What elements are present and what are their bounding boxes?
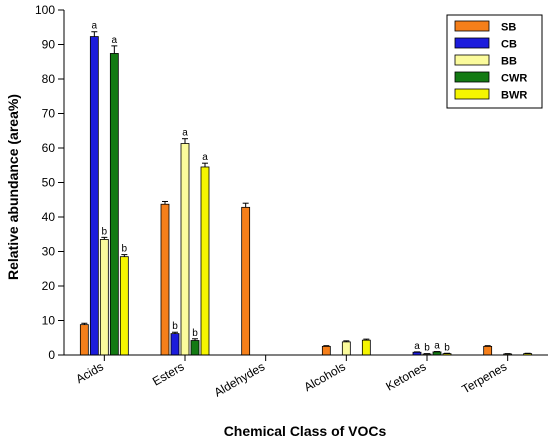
legend: SB CB BB CWR BWR [446, 14, 543, 109]
legend-label-sb: SB [501, 22, 516, 34]
y-tick-label: 70 [42, 107, 56, 121]
x-tick-label: Aldehydes [212, 359, 268, 399]
bar-cb-acids [89, 36, 99, 356]
legend-swatch-bwr [454, 88, 490, 100]
significance-label: a [182, 128, 188, 139]
significance-label: a [112, 35, 118, 46]
y-tick-label: 80 [42, 72, 56, 86]
bar-bwr-acids [119, 256, 129, 356]
significance-label: b [444, 342, 450, 353]
significance-label: a [202, 152, 208, 163]
y-tick-label: 0 [48, 348, 55, 362]
significance-label: b [424, 343, 430, 354]
x-tick-label: Terpenes [459, 359, 509, 396]
y-axis: 0 10 20 30 40 50 60 70 80 90 100 [35, 3, 65, 362]
y-tick-label: 10 [42, 314, 56, 328]
legend-label-bb: BB [501, 56, 517, 68]
y-tick-label: 50 [42, 176, 56, 190]
bar-bwr-esters [200, 166, 210, 356]
significance-label: b [102, 226, 108, 237]
significance-label: a [434, 341, 440, 352]
significance-label: a [92, 21, 98, 32]
significance-label: b [192, 328, 198, 339]
y-tick-label: 60 [42, 141, 56, 155]
y-tick-label: 40 [42, 210, 56, 224]
x-tick-label: Esters [150, 359, 186, 388]
bar-sb-acids [79, 324, 89, 356]
x-axis: Acids Esters Aldehydes Alcohols Ketones Terpe… [64, 354, 548, 400]
x-tick-label: Acids [73, 359, 105, 386]
bar-sb-alcohols [321, 345, 331, 356]
y-axis-title: Relative abundance (area%) [5, 94, 21, 280]
y-tick-label: 30 [42, 245, 56, 259]
x-axis-title: Chemical Class of VOCs [224, 423, 387, 439]
bar-cb-esters [170, 333, 180, 356]
significance-label: a [414, 341, 420, 352]
bar-bb-acids [99, 239, 109, 356]
x-tick-label: Ketones [383, 359, 428, 393]
legend-swatch-cb [454, 37, 490, 49]
legend-swatch-bb [454, 54, 490, 66]
legend-swatch-sb [454, 20, 490, 32]
y-tick-label: 90 [42, 38, 56, 52]
legend-label-cb: CB [501, 39, 517, 51]
legend-label-cwr: CWR [501, 73, 527, 85]
bar-sb-terpenes [483, 345, 493, 356]
y-tick-label: 20 [42, 279, 56, 293]
legend-label-bwr: BWR [501, 90, 527, 102]
bar-cwr-esters [190, 340, 200, 356]
bar-sb-aldehydes [241, 206, 251, 356]
significance-label: b [172, 321, 178, 332]
legend-swatch-cwr [454, 71, 490, 83]
bar-bb-alcohols [341, 341, 351, 356]
bar-bwr-alcohols [361, 339, 371, 356]
y-tick-label: 100 [35, 3, 55, 17]
x-tick-label: Alcohols [302, 359, 348, 394]
bar-bb-esters [180, 143, 190, 356]
bar-sb-esters [160, 203, 170, 356]
bar-cwr-acids [109, 53, 119, 356]
significance-label: b [122, 244, 128, 255]
